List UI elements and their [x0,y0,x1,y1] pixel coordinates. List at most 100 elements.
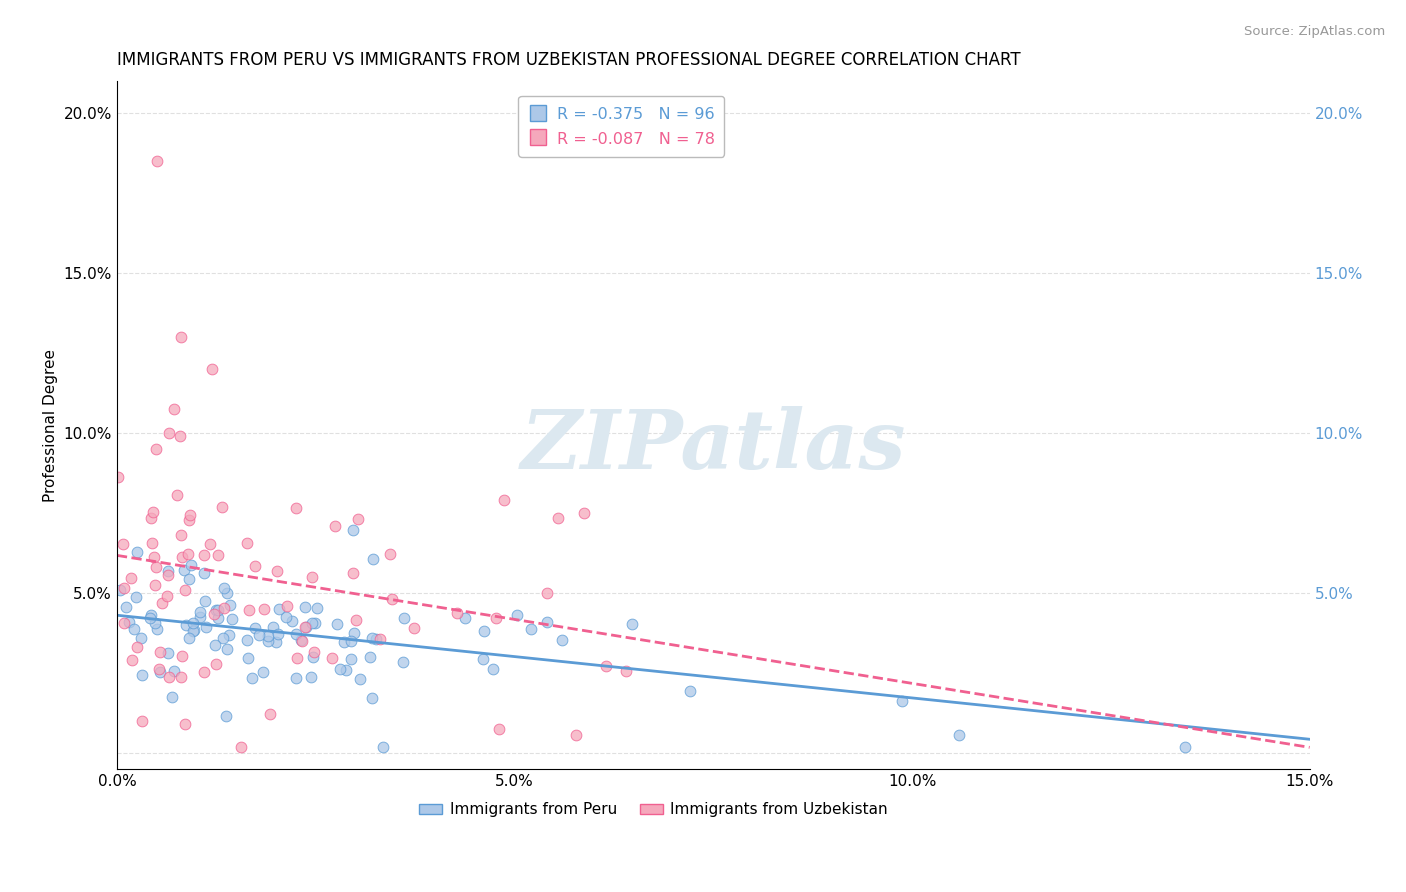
Point [217,586,239,600]
Point [359,649,381,664]
Point [181,624,204,639]
Point [236,651,259,665]
Point [536,615,558,629]
Point [121,653,143,667]
Point [294,600,316,615]
Point [172,648,194,663]
Point [146,622,169,636]
Point [111,537,134,551]
Point [340,634,363,648]
Point [485,611,508,625]
Point [281,614,304,628]
Point [335,663,357,677]
Point [131,714,153,729]
Point [291,634,314,648]
Point [948,728,970,742]
Point [145,442,167,457]
Point [240,671,263,685]
Point [252,665,274,680]
Point [346,512,368,526]
Point [391,655,413,669]
Point [218,628,240,642]
Point [157,564,180,578]
Point [342,524,364,538]
Point [294,619,316,633]
Point [108,582,131,597]
Point [536,586,558,600]
Point [266,627,288,641]
Point [145,560,167,574]
Point [131,631,153,645]
Point [141,607,163,622]
Point [193,665,215,679]
Point [188,605,211,619]
Point [112,581,135,595]
Point [143,616,166,631]
Point [551,632,574,647]
Point [174,618,197,632]
Point [193,548,215,562]
Point [125,590,148,604]
Point [404,621,426,635]
Point [329,662,352,676]
Point [173,583,195,598]
Point [326,617,349,632]
Point [204,638,226,652]
Point [342,566,364,581]
Point [302,649,325,664]
Point [219,598,242,612]
Point [259,706,281,721]
Point [368,632,391,646]
Point [301,616,323,631]
Point [212,582,235,596]
Point [247,628,270,642]
Point [373,739,395,754]
Point [202,607,225,621]
Y-axis label: Professional Degree: Professional Degree [44,349,58,502]
Point [145,154,167,169]
Point [125,544,148,558]
Point [170,527,193,541]
Point [173,563,195,577]
Point [299,670,322,684]
Point [267,601,290,615]
Point [236,632,259,647]
Point [274,610,297,624]
Point [170,670,193,684]
Point [177,631,200,645]
Point [321,651,343,665]
Point [595,658,617,673]
Point [107,470,129,484]
Point [205,603,228,617]
Point [392,610,415,624]
Point [193,566,215,581]
Point [891,694,914,708]
Point [120,571,142,585]
Point [243,559,266,574]
Point [170,549,193,564]
Point [200,537,222,551]
Point [349,673,371,687]
Point [472,624,495,638]
Point [264,635,287,649]
Point [378,547,401,561]
Point [217,642,239,657]
Point [211,500,233,515]
Point [114,599,136,614]
Point [446,607,468,621]
Point [139,510,162,524]
Point [263,620,285,634]
Point [276,599,298,614]
Point [180,558,202,572]
Point [285,650,308,665]
Point [1174,739,1197,754]
Point [183,623,205,637]
Point [207,548,229,562]
Point [125,640,148,654]
Point [344,614,367,628]
Point [231,739,253,754]
Point [156,589,179,603]
Point [149,665,172,679]
Point [302,645,325,659]
Point [547,511,569,525]
